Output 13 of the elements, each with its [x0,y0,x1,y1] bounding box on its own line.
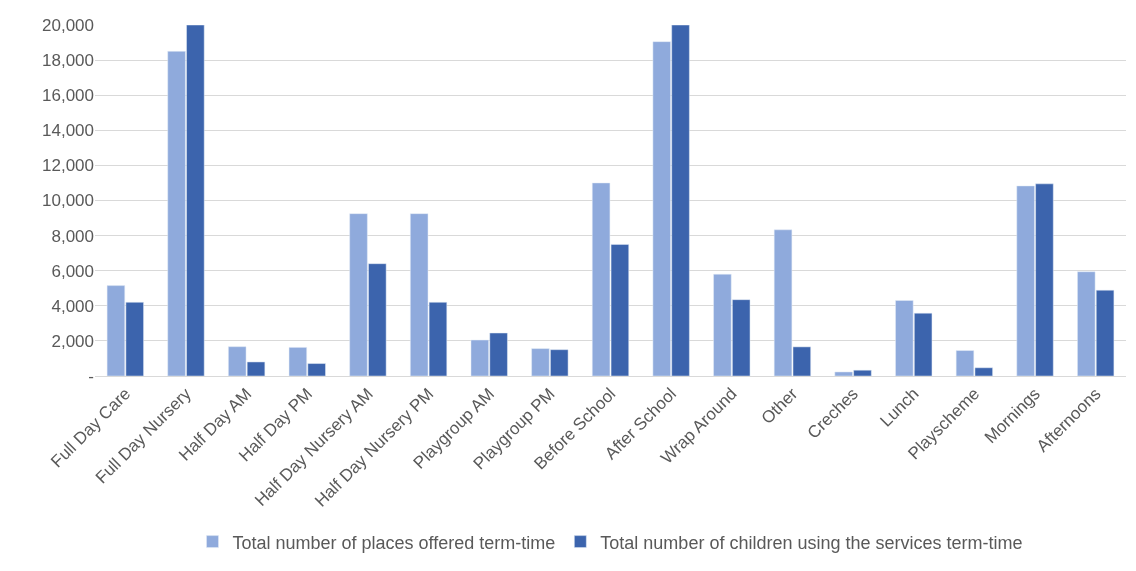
y-tick-label: 18,000 [42,51,94,71]
y-tick-label: 16,000 [42,86,94,106]
y-tick-label: 10,000 [42,191,94,211]
y-tick-label: 2,000 [51,331,94,351]
y-tick-label: 20,000 [42,15,94,35]
y-tick-label: 8,000 [51,226,94,246]
legend-label: Total number of children using the services term-time [600,532,1023,553]
y-tick-label: 12,000 [42,156,94,176]
y-tick-label: 14,000 [42,121,94,141]
legend-label: Total number of places offered term-time [232,532,556,553]
y-tick-label: - [88,366,94,386]
y-tick-label: 4,000 [51,296,94,316]
y-tick-label: 6,000 [51,261,94,281]
